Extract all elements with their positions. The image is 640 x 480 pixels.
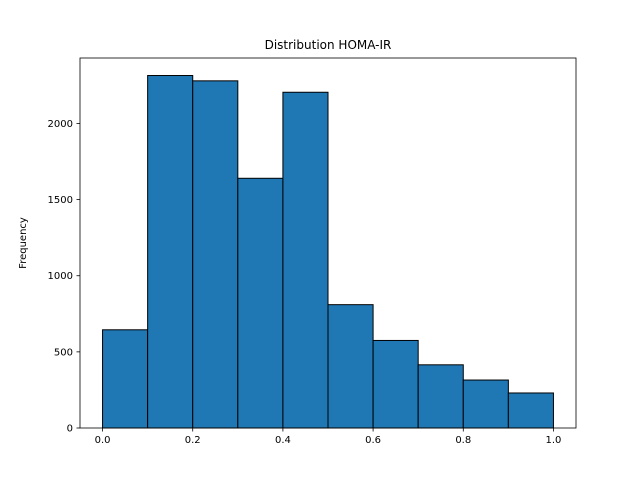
axes-frame [79,57,577,429]
histogram-bar [417,364,464,429]
histogram-bar [507,392,554,429]
histogram-bar [147,75,194,429]
histogram-bar [282,91,329,429]
y-tick-label: 1500 [48,195,73,206]
histogram-bar [192,80,239,429]
x-tick-label: 0.8 [455,435,471,446]
y-axis-label: Frequency [18,217,29,269]
x-axis-ticks: 0.0 0.2 0.4 0.6 0.8 1.0 [95,428,562,446]
chart-title: Distribution HOMA-IR [265,38,392,52]
y-tick-label: 500 [54,347,73,358]
y-tick-label: 1000 [48,271,73,282]
x-tick-label: 0.4 [275,435,291,446]
histogram-bar [102,329,149,429]
histogram-bar [237,177,284,429]
x-tick-label: 0.0 [95,435,111,446]
y-axis-ticks: 0 500 1000 1500 2000 [48,119,80,435]
histogram-bar [372,339,419,429]
y-tick-label: 0 [67,424,73,435]
y-tick-label: 2000 [48,119,73,130]
x-tick-label: 1.0 [546,435,562,446]
histogram-bar [462,379,509,429]
histogram-bar [327,304,374,429]
bars-group [102,75,554,429]
x-tick-label: 0.6 [365,435,381,446]
x-tick-label: 0.2 [185,435,201,446]
